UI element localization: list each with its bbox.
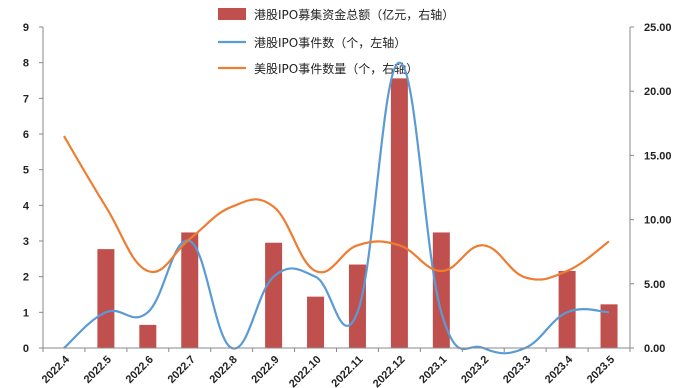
x-tick-label: 2022.4 xyxy=(40,353,73,386)
bar xyxy=(390,78,408,349)
x-tick-label: 2022.11 xyxy=(329,354,365,388)
line-series xyxy=(63,61,610,355)
bar xyxy=(265,242,283,348)
right-tick-label: 25.00 xyxy=(644,22,672,34)
bar xyxy=(139,324,157,348)
bar xyxy=(558,270,576,348)
bar xyxy=(97,249,115,348)
bar xyxy=(307,296,325,348)
x-tick-label: 2023.5 xyxy=(585,354,617,386)
legend-label: 美股IPO事件数量（个，右轴） xyxy=(254,61,418,76)
x-tick-label: 2022.7 xyxy=(166,354,198,386)
x-tick-label: 2022.6 xyxy=(124,354,156,386)
bar-series xyxy=(97,78,618,349)
legend: 港股IPO募集资金总额（亿元，右轴） 港股IPO事件数（个，左轴） 美股IPO事件数… xyxy=(218,7,454,76)
x-tick-label: 2023.2 xyxy=(459,354,491,386)
right-tick-label: 10.00 xyxy=(644,215,672,227)
x-tick-label: 2022.10 xyxy=(287,354,324,388)
bar xyxy=(432,232,450,348)
right-tick-label: 5.00 xyxy=(644,279,665,291)
x-tick-label: 2022.9 xyxy=(249,354,281,386)
us-ipo-count-line xyxy=(63,135,610,281)
x-tick-label: 2023.1 xyxy=(417,354,449,386)
left-tick-label: 7 xyxy=(23,93,29,105)
left-tick-label: 5 xyxy=(23,165,29,177)
bar xyxy=(181,232,199,348)
legend-label: 港股IPO事件数（个，左轴） xyxy=(254,35,406,50)
x-tick-label: 2022.12 xyxy=(371,354,408,388)
left-tick-label: 8 xyxy=(23,58,29,70)
x-tick-label: 2023.4 xyxy=(543,353,576,386)
right-tick-label: 15.00 xyxy=(644,150,672,162)
legend-swatch-bar xyxy=(218,8,246,20)
left-tick-label: 6 xyxy=(23,129,29,141)
bar xyxy=(348,264,366,348)
x-tick-label: 2022.8 xyxy=(208,354,240,386)
left-tick-label: 9 xyxy=(23,22,29,34)
x-tick-label: 2023.3 xyxy=(501,354,533,386)
left-tick-label: 1 xyxy=(23,307,29,319)
right-tick-label: 0.00 xyxy=(644,343,665,355)
left-tick-label: 3 xyxy=(23,236,29,248)
legend-label: 港股IPO募集资金总额（亿元，右轴） xyxy=(254,7,454,22)
left-tick-label: 4 xyxy=(23,200,30,212)
bar xyxy=(600,304,618,348)
right-tick-label: 20.00 xyxy=(644,86,672,98)
left-tick-label: 2 xyxy=(23,272,29,284)
left-tick-label: 0 xyxy=(23,343,29,355)
x-tick-label: 2022.5 xyxy=(82,354,114,386)
hk-ipo-count-line xyxy=(63,61,610,355)
